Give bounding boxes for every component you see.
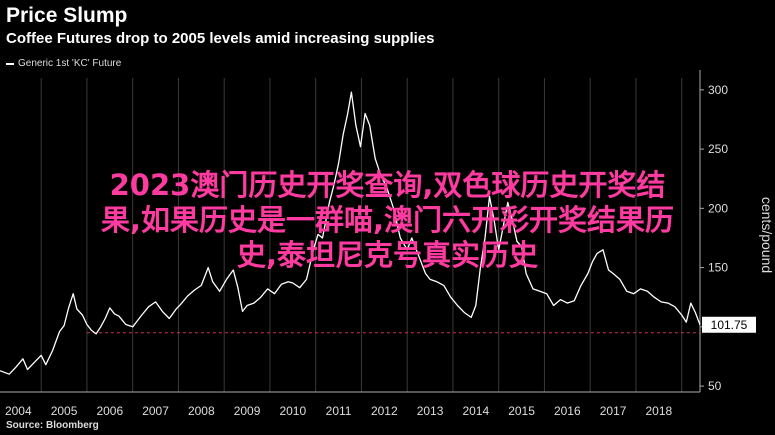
y-tick-label: 150 (708, 261, 728, 275)
chart-subtitle: Coffee Futures drop to 2005 levels amid … (6, 30, 435, 47)
x-tick-label: 2015 (508, 404, 535, 418)
x-tick-label: 2006 (96, 404, 123, 418)
x-tick-label: 2016 (554, 404, 581, 418)
x-tick-label: 2005 (51, 404, 78, 418)
y-axis-label: cents/pound (759, 197, 775, 273)
y-tick-label: 250 (708, 142, 728, 156)
x-tick-label: 2011 (326, 404, 352, 418)
x-tick-label: 2018 (645, 404, 672, 418)
watermark-overlay-text: 2023澳门历史开奖查询,双色球历史开奖结 果,如果历史是一群喵,澳门六开彩开奖… (0, 168, 775, 273)
overlay-line-2: 果,如果历史是一群喵,澳门六开彩开奖结果历 (100, 203, 675, 237)
x-tick-label: 2004 (5, 404, 32, 418)
chart-title: Price Slump (6, 4, 128, 27)
overlay-line-1: 2023澳门历史开奖查询,双色球历史开奖结 (109, 168, 666, 202)
x-tick-label: 2008 (188, 404, 215, 418)
y-tick-label: 200 (708, 201, 728, 215)
y-tick-label: 50 (708, 379, 722, 393)
x-tick-label: 2017 (600, 404, 627, 418)
y-tick-label: 300 (708, 83, 728, 97)
source-note: Source: Bloomberg (6, 420, 99, 431)
last-value-box (702, 316, 756, 333)
legend-swatch (6, 62, 14, 65)
legend: Generic 1st 'KC' Future (6, 58, 121, 69)
last-value-label: 101.75 (711, 318, 748, 332)
x-tick-label: 2013 (417, 404, 444, 418)
legend-label: Generic 1st 'KC' Future (18, 58, 122, 69)
overlay-line-3: 史,泰坦尼克号真实历史 (236, 238, 539, 272)
x-tick-label: 2010 (279, 404, 306, 418)
x-tick-label: 2014 (462, 404, 489, 418)
series-line (0, 91, 701, 375)
x-tick-label: 2009 (234, 404, 261, 418)
x-tick-label: 2012 (371, 404, 398, 418)
x-tick-label: 2007 (142, 404, 169, 418)
